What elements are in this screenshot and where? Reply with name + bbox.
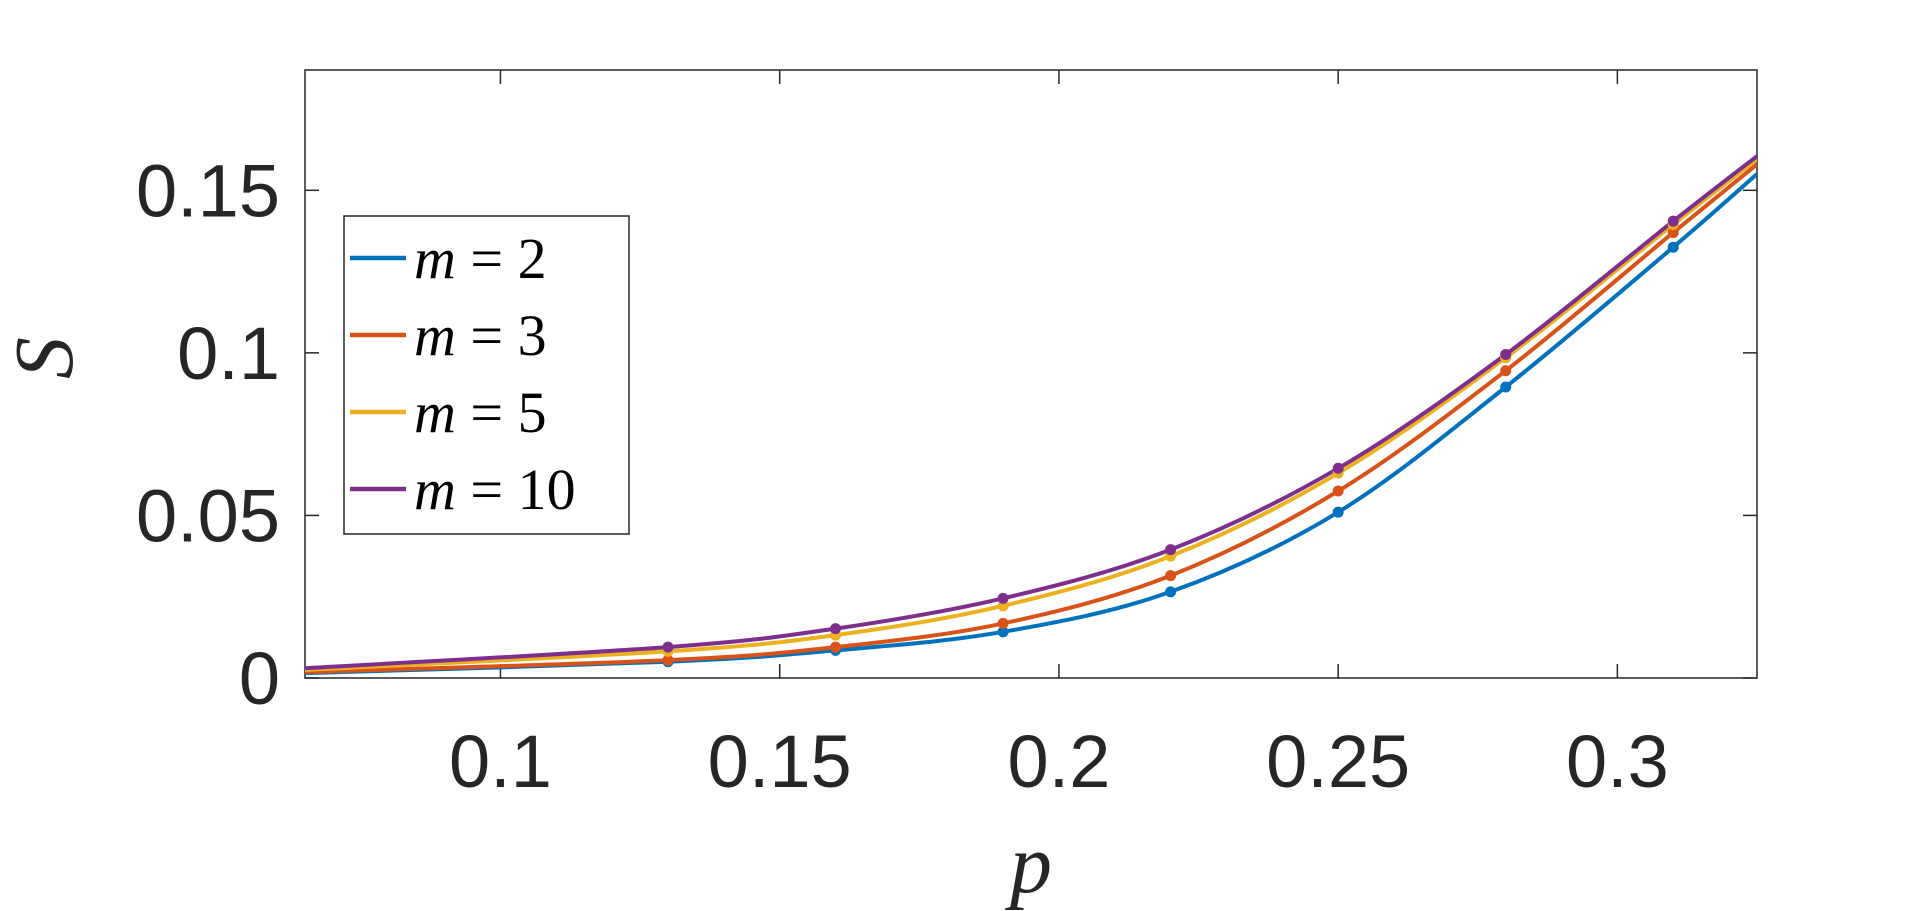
data-point-m3 [662, 654, 674, 666]
data-point-m10 [662, 641, 674, 653]
data-point-m3 [997, 617, 1009, 629]
y-tick-label: 0.1 [177, 312, 280, 395]
y-tick-label: 0.15 [136, 149, 280, 232]
legend-entry-m3: m = 3 [414, 303, 547, 368]
legend-entry-m10: m = 10 [414, 457, 576, 522]
data-point-m3 [1165, 570, 1177, 582]
legend-entry-m2: m = 2 [414, 226, 547, 291]
data-point-m10 [1667, 215, 1679, 227]
data-point-m3 [1332, 485, 1344, 497]
x-axis-label: p [1005, 818, 1052, 911]
x-tick-label: 0.25 [1266, 720, 1410, 803]
data-point-m2 [1500, 381, 1512, 393]
data-point-m3 [830, 641, 842, 653]
legend-box [343, 215, 630, 535]
data-point-m10 [830, 623, 842, 635]
data-point-m10 [1165, 544, 1177, 556]
data-point-m3 [1667, 227, 1679, 239]
x-tick-label: 0.3 [1566, 720, 1669, 803]
data-point-m10 [1500, 348, 1512, 360]
x-tick-label: 0.1 [449, 720, 552, 803]
data-point-m2 [1332, 506, 1344, 518]
legend: m = 2 m = 3 m = 5 m = 10 [343, 215, 630, 535]
legend-entry-m5: m = 5 [414, 380, 547, 445]
series-markers [662, 215, 1679, 668]
data-point-m2 [997, 626, 1009, 638]
data-point-m2 [1667, 241, 1679, 253]
y-tick-label: 0.05 [136, 474, 280, 557]
y-axis-label: S [0, 337, 91, 379]
tick-labels: 0.1 0.15 0.2 0.25 0.3 0 0.05 0.1 0.15 [136, 149, 1669, 803]
data-point-m10 [997, 592, 1009, 604]
data-point-m3 [1500, 365, 1512, 377]
data-point-m10 [1332, 462, 1344, 474]
x-tick-label: 0.2 [1007, 720, 1110, 803]
data-point-m2 [1165, 586, 1177, 598]
y-tick-label: 0 [239, 637, 280, 720]
x-tick-label: 0.15 [708, 720, 852, 803]
